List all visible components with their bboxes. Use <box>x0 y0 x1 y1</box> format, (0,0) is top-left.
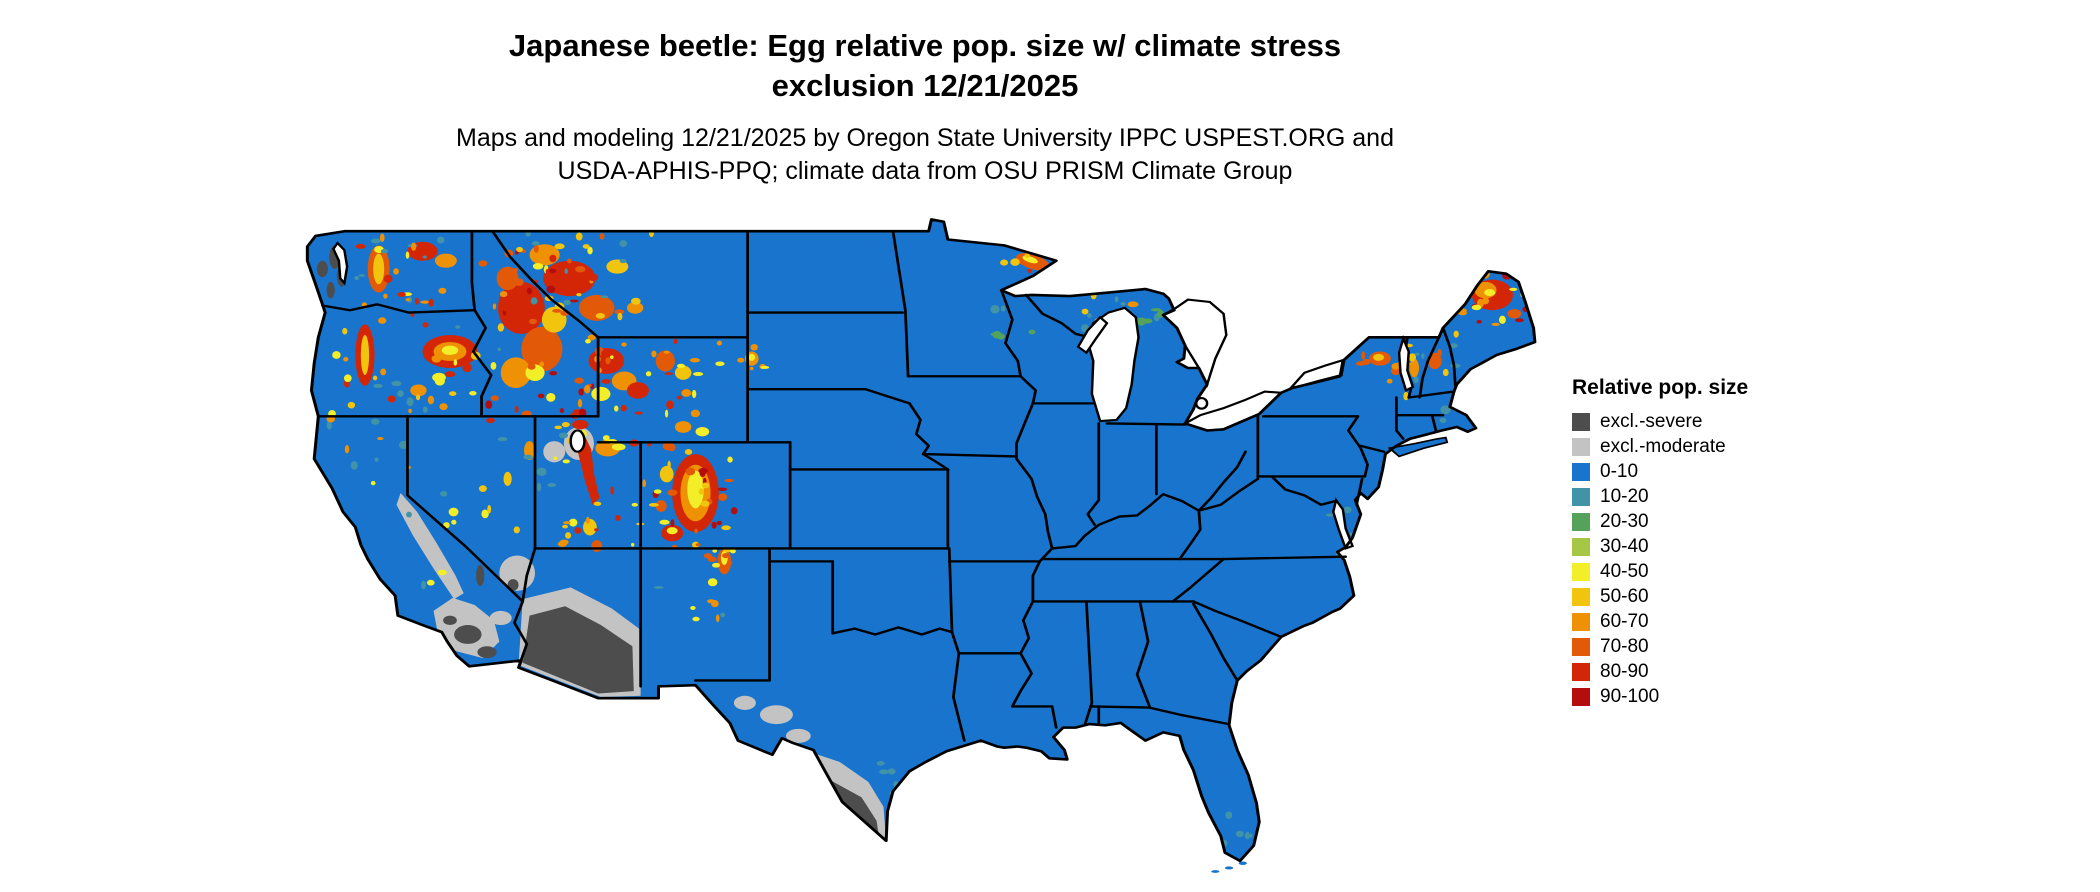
legend-label: excl.-severe <box>1600 411 1703 432</box>
legend-label: 80-90 <box>1600 661 1649 682</box>
legend-item: 90-100 <box>1572 684 1892 709</box>
great-salt-lake <box>569 429 586 453</box>
legend-swatch <box>1572 612 1590 631</box>
legend-item: 80-90 <box>1572 659 1892 684</box>
legend-item: 40-50 <box>1572 559 1892 584</box>
title-line-1: Japanese beetle: Egg relative pop. size … <box>508 28 1342 63</box>
legend-items: excl.-severe excl.-moderate 0-10 10-20 2… <box>1572 409 1892 709</box>
legend-item: 50-60 <box>1572 584 1892 609</box>
legend-item: 30-40 <box>1572 534 1892 559</box>
legend-label: 60-70 <box>1600 611 1649 632</box>
legend-swatch <box>1572 462 1590 481</box>
us-map <box>305 217 1537 873</box>
legend-label: 70-80 <box>1600 636 1649 657</box>
legend-swatch <box>1572 512 1590 531</box>
legend-swatch <box>1572 537 1590 556</box>
legend-item: excl.-severe <box>1572 409 1892 434</box>
legend-swatch <box>1572 562 1590 581</box>
subtitle-line-2: USDA-APHIS-PPQ; climate data from OSU PR… <box>557 157 1293 185</box>
legend-swatch <box>1572 662 1590 681</box>
lake-michigan <box>1086 306 1140 423</box>
legend: Relative pop. size excl.-severe excl.-mo… <box>1572 375 1892 709</box>
legend-title: Relative pop. size <box>1572 376 1749 399</box>
legend-item: 20-30 <box>1572 509 1892 534</box>
page-title: Japanese beetle: Egg relative pop. size … <box>0 26 1850 106</box>
title-line-2: exclusion 12/21/2025 <box>771 68 1079 103</box>
legend-label: 90-100 <box>1600 686 1660 707</box>
legend-label: 30-40 <box>1600 536 1649 557</box>
legend-item: 10-20 <box>1572 484 1892 509</box>
legend-label: 40-50 <box>1600 561 1649 582</box>
legend-label: excl.-moderate <box>1600 436 1726 457</box>
florida-keys <box>1211 861 1247 873</box>
legend-label: 0-10 <box>1600 461 1639 482</box>
subtitle-line-1: Maps and modeling 12/21/2025 by Oregon S… <box>456 124 1394 152</box>
chesapeake-bay <box>1332 497 1355 550</box>
legend-swatch <box>1572 637 1590 656</box>
legend-item: 60-70 <box>1572 609 1892 634</box>
page-subtitle: Maps and modeling 12/21/2025 by Oregon S… <box>0 122 1850 188</box>
legend-item: excl.-moderate <box>1572 434 1892 459</box>
legend-swatch <box>1572 587 1590 606</box>
legend-swatch <box>1572 412 1590 431</box>
legend-swatch <box>1572 487 1590 506</box>
legend-label: 50-60 <box>1600 586 1649 607</box>
legend-label: 10-20 <box>1600 486 1649 507</box>
legend-swatch <box>1572 437 1590 456</box>
long-island <box>1387 436 1449 458</box>
legend-swatch <box>1572 687 1590 706</box>
puget-sound <box>332 241 349 286</box>
legend-label: 20-30 <box>1600 511 1649 532</box>
green-bay <box>1076 315 1109 355</box>
lakes <box>332 241 1415 550</box>
legend-item: 70-80 <box>1572 634 1892 659</box>
lake-champlain <box>1397 334 1415 393</box>
us-map-container <box>295 210 1550 888</box>
legend-item: 0-10 <box>1572 459 1892 484</box>
